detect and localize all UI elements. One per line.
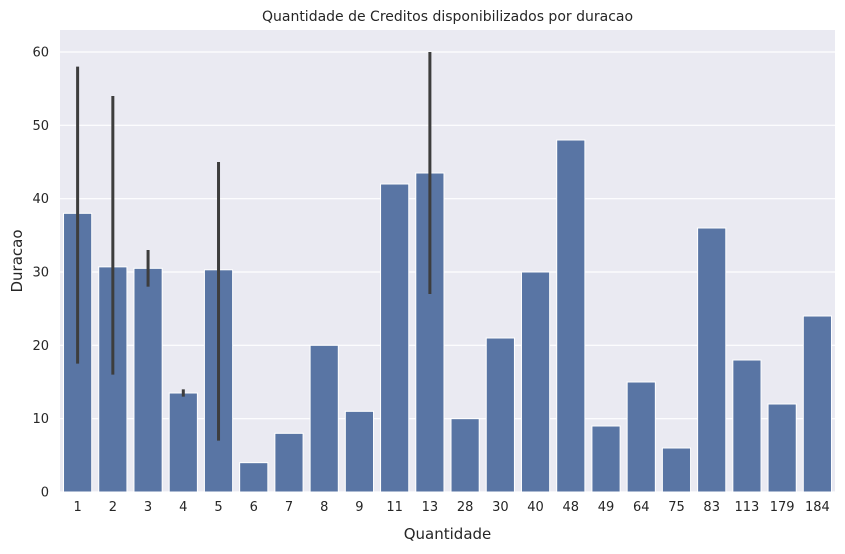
x-tick-label: 184 — [805, 500, 830, 515]
y-tick-label: 10 — [32, 412, 49, 427]
y-tick-label: 40 — [32, 192, 49, 207]
bar-75 — [661, 447, 692, 493]
x-tick-label: 13 — [422, 500, 439, 515]
bar-4 — [168, 392, 198, 493]
x-tick-label: 113 — [735, 500, 760, 515]
chart-title: Quantidade de Creditos disponibilizados … — [262, 9, 633, 25]
bar-6 — [239, 462, 269, 493]
y-tick-label: 0 — [41, 486, 49, 501]
bar-40 — [520, 271, 551, 493]
x-tick-label: 75 — [668, 500, 685, 515]
x-tick-label: 179 — [770, 500, 795, 515]
bar-113 — [732, 359, 762, 493]
bar-83 — [697, 227, 727, 493]
x-tick-label: 4 — [179, 500, 187, 515]
x-tick-label: 7 — [285, 500, 293, 515]
x-tick-labels: 1 2 3 4 5 6 7 8 9 11 13 28 30 40 48 49 64 75 83 113 179 184 — [73, 500, 829, 515]
x-tick-label: 64 — [633, 500, 650, 515]
y-tick-label: 20 — [32, 339, 49, 354]
bar-48 — [556, 139, 586, 493]
bar-28 — [450, 418, 480, 493]
y-tick-labels: 0 10 20 30 40 50 60 — [32, 46, 49, 501]
x-tick-label: 5 — [214, 500, 222, 515]
x-tick-label: 6 — [250, 500, 258, 515]
y-tick-label: 30 — [32, 266, 49, 281]
bar-64 — [626, 381, 656, 493]
y-tick-label: 50 — [32, 119, 49, 134]
x-tick-label: 11 — [386, 500, 403, 515]
x-axis-label: Quantidade — [404, 525, 492, 543]
error-bars — [76, 52, 432, 441]
x-tick-label: 8 — [320, 500, 328, 515]
bar-3 — [133, 267, 163, 493]
bar-11 — [380, 183, 410, 493]
x-tick-label: 1 — [73, 500, 81, 515]
bar-30 — [485, 337, 515, 493]
bar-49 — [591, 425, 621, 493]
x-tick-label: 48 — [563, 500, 580, 515]
bar-9 — [344, 410, 375, 493]
y-tick-label: 60 — [32, 46, 49, 61]
x-tick-label: 9 — [355, 500, 363, 515]
x-tick-label: 49 — [598, 500, 615, 515]
bar-7 — [274, 432, 304, 493]
x-tick-label: 40 — [527, 500, 544, 515]
bar-184 — [802, 315, 832, 493]
bar-179 — [767, 403, 797, 493]
bar-8 — [309, 344, 339, 493]
x-tick-label: 28 — [457, 500, 474, 515]
x-tick-label: 3 — [144, 500, 152, 515]
x-tick-label: 30 — [492, 500, 509, 515]
y-axis-label: Duracao — [8, 229, 26, 292]
x-tick-label: 2 — [109, 500, 117, 515]
x-tick-label: 83 — [703, 500, 720, 515]
